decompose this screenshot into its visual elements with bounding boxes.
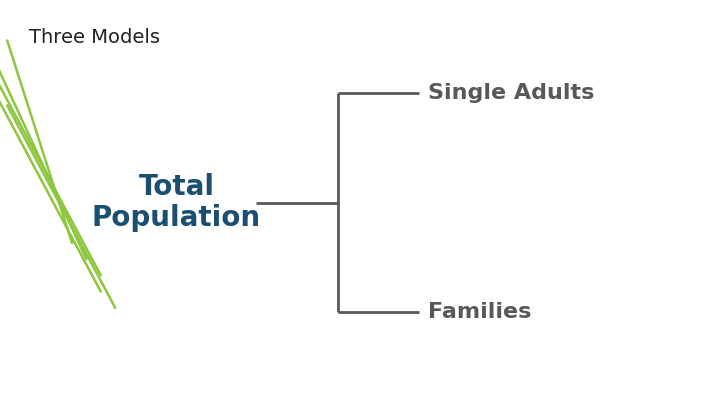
Text: Three Models: Three Models — [29, 28, 160, 47]
Text: Single Adults: Single Adults — [428, 83, 595, 103]
Text: Total
Population: Total Population — [92, 173, 261, 232]
Text: Families: Families — [428, 302, 532, 322]
